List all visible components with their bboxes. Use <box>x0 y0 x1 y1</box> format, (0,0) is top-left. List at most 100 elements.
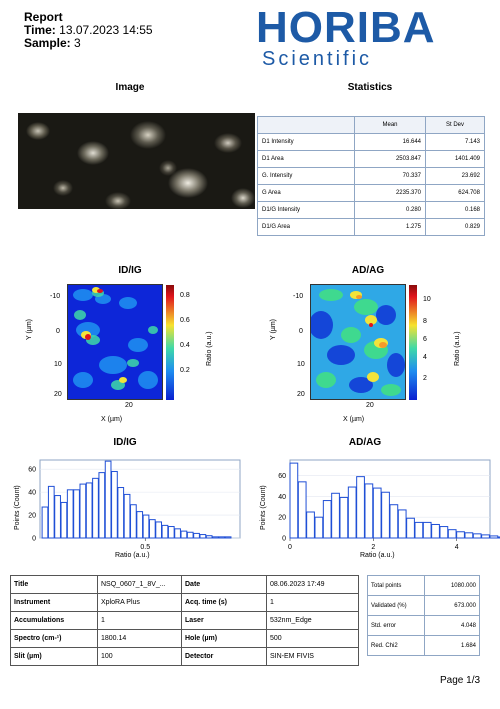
hist-bar <box>130 504 137 539</box>
fit-label: Red. Chi2 <box>367 635 425 656</box>
table-row: Validated (%) 673.000 <box>367 595 480 616</box>
fit-value: 673.000 <box>424 595 480 616</box>
map1-cbtick: 0.6 <box>180 317 190 324</box>
map2-ytick: 0 <box>299 328 303 335</box>
map1-cbtick: 0.2 <box>180 367 190 374</box>
hist-ytick: 20 <box>28 513 36 520</box>
map2-xtick: 20 <box>366 402 374 409</box>
fit-label: Std. error <box>367 615 425 636</box>
sample-label: Sample: <box>24 36 71 50</box>
stat-mean: 2235.370 <box>354 184 426 202</box>
info-value: 100 <box>97 647 182 666</box>
hist-ytick: 40 <box>28 490 36 497</box>
stat-stdev: 624.708 <box>425 184 485 202</box>
hist-bar <box>117 487 125 539</box>
table-row: D1 Intensity 16.644 7.143 <box>257 133 485 151</box>
hist-bar <box>199 534 207 539</box>
map2-xlabel: X (µm) <box>343 416 365 423</box>
stat-mean: 16.644 <box>354 133 426 151</box>
stat-stdev: 1401.409 <box>425 150 485 168</box>
hist-bar <box>289 462 299 539</box>
table-row: Title NSQ_0607_1_8V_... Date 08.06.2023 17:… <box>10 575 359 594</box>
hist-bar <box>41 506 49 539</box>
hist-bar <box>364 483 374 539</box>
statistics-col-empty <box>257 116 355 134</box>
info-key: Instrument <box>10 593 98 612</box>
stat-stdev: 7.143 <box>425 133 485 151</box>
hist-ytick: 60 <box>278 473 286 480</box>
map1-ytick: 20 <box>54 391 62 398</box>
hist-bar <box>381 491 390 539</box>
hist-bar <box>397 509 407 539</box>
map2-cbtick: 10 <box>423 296 431 303</box>
hist-xtick: 2 <box>371 544 375 551</box>
hist-bar <box>79 483 87 539</box>
hist-bar <box>389 504 399 539</box>
hist-bar <box>60 501 68 539</box>
fit-label: Total points <box>367 575 425 596</box>
microscope-image <box>18 113 255 209</box>
hist2-xlabel: Ratio (a.u.) <box>360 552 395 559</box>
stat-mean: 1.275 <box>354 218 426 236</box>
table-row: Std. error 4.048 <box>367 615 480 636</box>
hist-bar <box>167 526 175 539</box>
hist-bar <box>297 481 307 539</box>
hist-bar <box>347 486 357 539</box>
hist-bar <box>218 536 226 539</box>
map2-ytick: -10 <box>293 293 304 300</box>
info-value: 532nm_Edge <box>266 611 359 630</box>
info-key: Hole (µm) <box>181 629 267 648</box>
map1-xtick: 20 <box>125 402 133 409</box>
image-title: Image <box>115 82 145 93</box>
map1-ytick: 0 <box>56 328 60 335</box>
horiba-logo-sub: Scientific <box>262 48 373 70</box>
map1-cblabel: Ratio (a.u.) <box>206 331 213 366</box>
table-row: D1/G Area 1.275 0.829 <box>257 218 485 236</box>
table-row: Total points 1080.000 <box>367 575 480 596</box>
stat-label: D1/G Intensity <box>257 201 355 219</box>
hist-bar <box>85 482 93 539</box>
hist-bar <box>406 517 415 539</box>
map2-heatmap <box>311 285 405 399</box>
info-value: SIN-EM FIVIS <box>266 647 359 666</box>
hist-bar <box>212 536 219 539</box>
info-key: Accumulations <box>10 611 98 630</box>
hist-bar <box>456 531 465 539</box>
hist-bar <box>372 487 382 539</box>
statistics-header-row: Mean St Dev <box>257 116 485 134</box>
hist-bar <box>331 492 340 539</box>
hist-ytick: 40 <box>278 494 286 501</box>
hist-bar <box>481 534 490 539</box>
map1-ytick: 10 <box>54 361 62 368</box>
hist-bar <box>123 493 131 539</box>
hist-bar <box>186 531 194 539</box>
hist-bar <box>422 521 432 539</box>
hist-ytick: 20 <box>278 515 286 522</box>
info-value: 1 <box>97 611 182 630</box>
info-key: Spectro (cm-¹) <box>10 629 98 648</box>
info-value: 1800.14 <box>97 629 182 648</box>
map2-title: AD/AG <box>351 265 385 276</box>
map2-cbtick: 6 <box>423 336 427 343</box>
stat-mean: 70.337 <box>354 167 426 185</box>
sample-value: 3 <box>74 36 81 50</box>
map2-ylabel: Y (µm) <box>270 318 277 340</box>
hist-xtick: 0 <box>288 544 292 551</box>
fit-value: 1.684 <box>424 635 480 656</box>
hist1-chart: 0 20 40 60 0.5 <box>28 459 241 551</box>
hist-bar <box>180 530 188 539</box>
fit-summary-table: Total points 1080.000 Validated (%) 673.00… <box>367 575 480 656</box>
hist-bar <box>431 523 440 539</box>
hist-bar <box>472 533 482 539</box>
table-row: D1/G Intensity 0.280 0.168 <box>257 201 485 219</box>
map2-cbtick: 2 <box>423 375 427 382</box>
table-row: D1 Area 2503.847 1401.409 <box>257 150 485 168</box>
hist-ytick: 60 <box>28 467 36 474</box>
hist-bar <box>161 524 169 539</box>
hist-bar <box>193 532 200 539</box>
hist-bar <box>47 485 55 539</box>
hist-bar <box>111 470 118 539</box>
hist-bar <box>155 521 163 539</box>
time-value: 13.07.2023 14:55 <box>59 23 153 37</box>
hist-bar <box>54 495 61 539</box>
